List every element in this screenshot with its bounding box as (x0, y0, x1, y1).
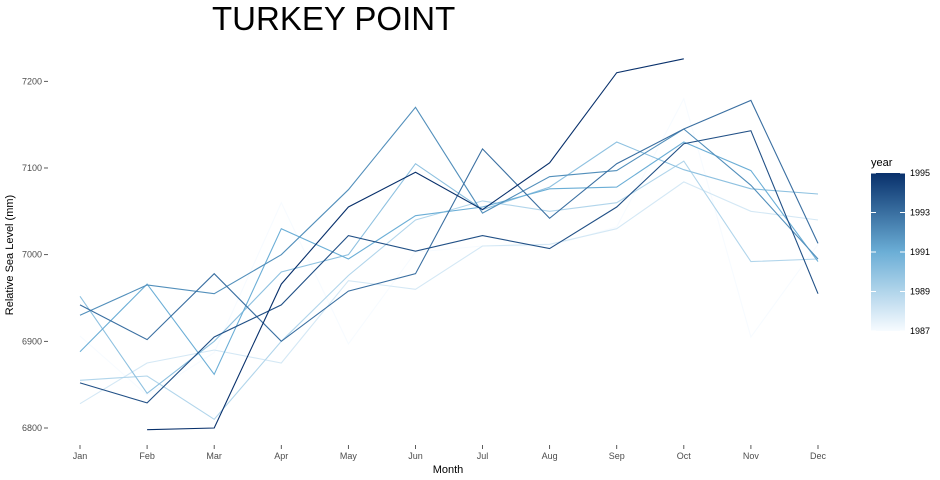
legend-title: year (871, 157, 893, 169)
y-tick-label: 6900 (22, 336, 42, 346)
legend-tick-label: 1995 (910, 168, 930, 178)
x-axis: Jan Feb Mar Apr May Jun Jul Aug Sep Oct Nov Dec (73, 445, 827, 461)
year-color-legend: year 1987 1989 1991 1993 1995 (871, 157, 930, 336)
y-axis-title: Relative Sea Level (mm) (4, 195, 16, 315)
x-axis-title: Month (433, 464, 464, 476)
x-tick-label: Jan (73, 451, 88, 461)
series-lines (79, 58, 819, 431)
x-tick-label: Mar (206, 451, 222, 461)
series-line-1992 (79, 106, 819, 316)
series-line-1994 (79, 130, 819, 404)
y-tick-label: 7100 (22, 163, 42, 173)
legend-tick-label: 1987 (910, 326, 930, 336)
x-tick-label: Nov (743, 451, 760, 461)
x-tick-label: Dec (810, 451, 827, 461)
legend-tick-label: 1991 (910, 247, 930, 257)
x-tick-label: Oct (677, 451, 692, 461)
x-tick-label: May (340, 451, 358, 461)
series-line-1995 (147, 58, 684, 431)
y-axis: 6800 6900 7000 7100 7200 (22, 76, 48, 433)
series-line-1988 (79, 181, 819, 405)
x-tick-label: Feb (139, 451, 155, 461)
legend-colorbar (871, 173, 905, 331)
y-tick-label: 7000 (22, 250, 42, 260)
series-line-1987 (79, 97, 819, 396)
x-tick-label: Aug (542, 451, 558, 461)
x-tick-label: Apr (274, 451, 288, 461)
legend-tick-label: 1993 (910, 208, 930, 218)
y-tick-label: 6800 (22, 423, 42, 433)
chart-title: TURKEY POINT (212, 0, 455, 37)
series-line-1990 (79, 141, 819, 395)
legend-tick-label: 1989 (910, 287, 930, 297)
y-tick-label: 7200 (22, 76, 42, 86)
x-tick-label: Sep (609, 451, 625, 461)
x-tick-label: Jul (477, 451, 489, 461)
series-line-1993 (79, 99, 819, 343)
x-tick-label: Jun (408, 451, 423, 461)
